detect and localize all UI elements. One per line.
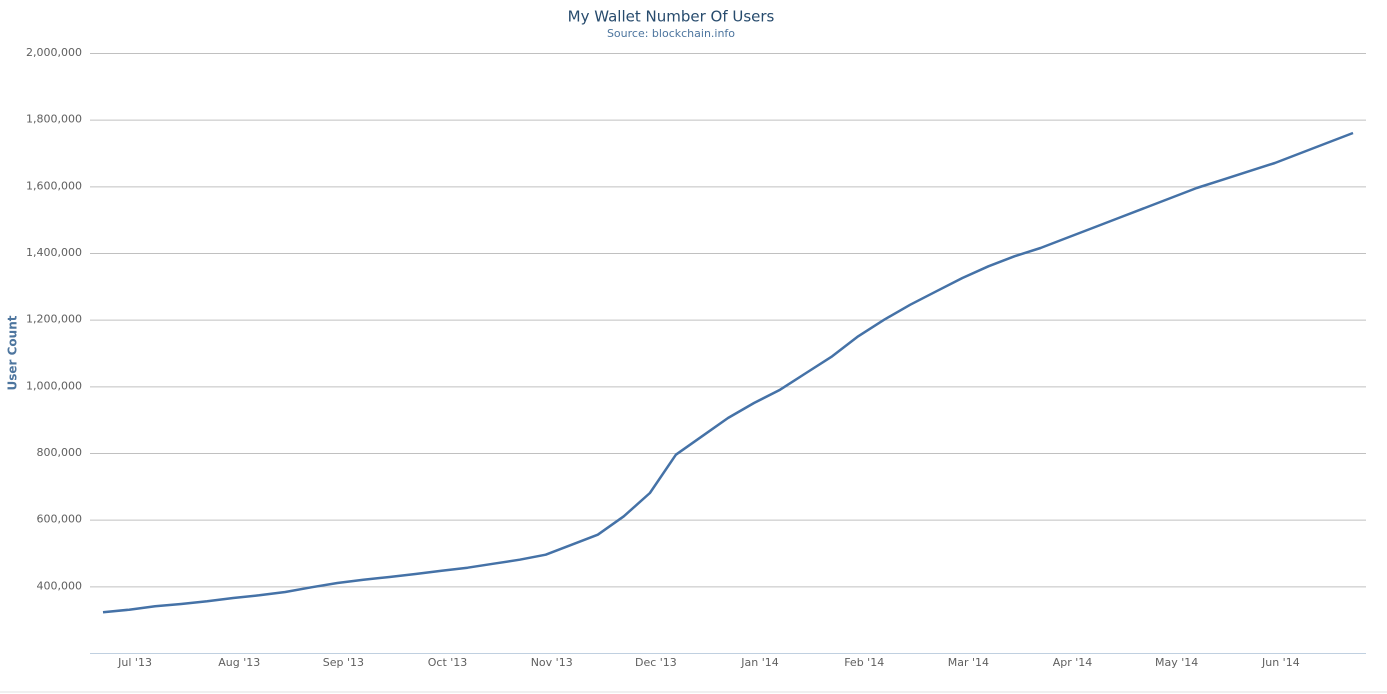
y-tick-label: 1,600,000: [26, 179, 82, 192]
x-tick-label: Jul '13: [117, 656, 152, 669]
x-tick-label: Feb '14: [844, 656, 884, 669]
y-tick-label: 800,000: [37, 446, 83, 459]
x-tick-label: Jun '14: [1261, 656, 1300, 669]
y-tick-label: 1,400,000: [26, 246, 82, 259]
y-tick-label: 400,000: [37, 579, 83, 592]
x-tick-label: Aug '13: [218, 656, 260, 669]
x-tick-label: Nov '13: [531, 656, 573, 669]
x-tick-label: Dec '13: [635, 656, 677, 669]
x-tick-label: Apr '14: [1053, 656, 1093, 669]
x-tick-label: Jan '14: [740, 656, 778, 669]
chart-title: My Wallet Number Of Users: [568, 8, 775, 26]
y-tick-label: 600,000: [37, 513, 83, 526]
x-tick-label: Sep '13: [323, 656, 364, 669]
y-tick-label: 2,000,000: [26, 46, 82, 59]
y-tick-label: 1,000,000: [26, 379, 82, 392]
chart-subtitle: Source: blockchain.info: [607, 27, 735, 40]
x-tick-label: Oct '13: [428, 656, 468, 669]
y-tick-label: 1,800,000: [26, 113, 82, 126]
y-axis-label: User Count: [6, 315, 20, 390]
y-tick-label: 1,200,000: [26, 313, 82, 326]
x-tick-label: Mar '14: [948, 656, 989, 669]
data-line: [102, 131, 1354, 614]
x-tick-label: May '14: [1155, 656, 1198, 669]
